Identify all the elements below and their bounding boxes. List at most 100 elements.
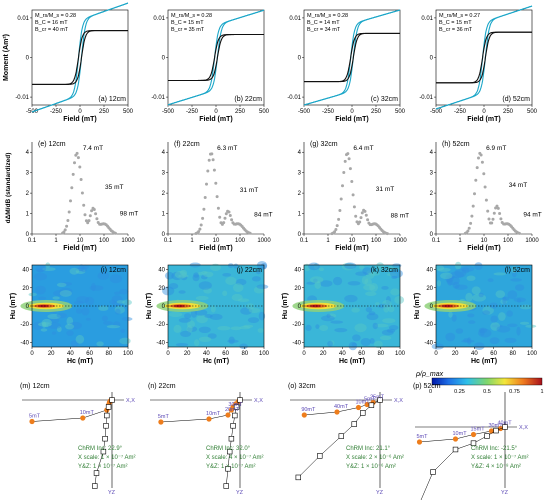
zijderveld-panel-m: X,X YZ 5mT 10mT (m) 12cm ChRM Inc: 22.9° X sca…: [20, 383, 136, 496]
forc-texture: [111, 295, 123, 303]
forc-texture: [168, 311, 183, 318]
forc-texture: [49, 317, 60, 324]
y-tick-label: 0: [430, 304, 434, 310]
data-point: [73, 161, 76, 165]
forc-texture: [258, 311, 266, 321]
x-tick-label: 250: [371, 109, 382, 115]
forc-texture: [369, 283, 378, 292]
data-point: [366, 218, 370, 222]
peak-label: 94 mT: [523, 212, 541, 219]
forc-texture: [487, 278, 494, 283]
forc-texture: [198, 336, 212, 342]
hysteresis-curve-black: [436, 31, 532, 84]
peak-label: 35 mT: [105, 184, 123, 191]
step-label: 30mT: [489, 423, 504, 429]
forc-texture: [321, 315, 335, 322]
x-axis-label: Field (mT): [199, 245, 232, 252]
x-tick-label: 1000: [525, 238, 539, 244]
forc-texture: [194, 339, 200, 347]
forc-texture: [201, 270, 208, 274]
ratio-label: M_rs/M_s = 0.28: [307, 13, 348, 19]
hysteresis-curve-black: [168, 33, 264, 82]
hysteresis-curve-black: [304, 32, 400, 83]
horizontal-projection-point: [355, 404, 362, 411]
x-tick-label: 60: [86, 351, 93, 357]
forc-texture: [192, 274, 200, 282]
forc-texture: [164, 271, 174, 280]
forc-texture: [56, 326, 62, 333]
y-tick-label: -0.01: [287, 95, 301, 101]
peak-label: 84 mT: [254, 212, 272, 219]
y-tick-label: -0.01: [15, 95, 29, 101]
data-point: [95, 217, 99, 221]
forc-texture: [355, 271, 368, 276]
forc-texture: [209, 313, 223, 320]
x-tick-label: 1000: [257, 238, 271, 244]
data-point: [334, 228, 338, 231]
panel-label: (a) 12cm: [98, 96, 126, 103]
data-point: [69, 199, 72, 203]
forc-texture: [347, 281, 361, 286]
vertical-projection-point: [360, 410, 366, 416]
data-point: [467, 226, 471, 230]
forc-texture: [251, 276, 261, 282]
forc-texture: [66, 316, 74, 326]
axis-end-label: X,X: [254, 398, 263, 404]
step-label: 40mT: [498, 421, 513, 427]
axis-end-label: X,X: [394, 398, 403, 404]
data-point: [517, 231, 521, 235]
forc-texture: [120, 328, 126, 333]
panel-label: (j) 22cm: [237, 267, 262, 274]
y-tick-label: 3: [162, 171, 166, 177]
x-tick-label: 100: [527, 351, 538, 357]
forc-texture: [253, 286, 265, 294]
forc-texture: [375, 302, 380, 306]
data-point: [363, 209, 367, 213]
x-axis-label: Field (mT): [63, 116, 96, 123]
forc-texture: [91, 282, 96, 292]
x-tick-label: 0: [434, 351, 438, 357]
data-point: [224, 212, 228, 216]
forc-texture: [482, 310, 491, 315]
forc-texture: [310, 276, 324, 284]
y-tick-label: -20: [424, 322, 433, 328]
forc-texture: [114, 305, 126, 314]
forc-texture: [171, 271, 183, 281]
data-point: [207, 158, 211, 162]
forc-texture: [75, 267, 84, 271]
x-axis-label: Field (mT): [199, 116, 232, 123]
forc-texture: [319, 325, 329, 331]
forc-texture: [173, 324, 182, 333]
x-axis-label: Field (mT): [335, 116, 368, 123]
y-tick-label: 0: [298, 56, 302, 62]
horizontal-projection-line: [31, 399, 113, 422]
axis-end-label: YZ: [108, 490, 116, 496]
forc-texture: [174, 270, 187, 279]
y-tick-label: 40: [158, 268, 165, 274]
forc-texture: [489, 337, 500, 345]
forc-texture: [75, 268, 86, 275]
forc-texture: [246, 303, 255, 310]
data-point: [351, 193, 355, 197]
data-point: [495, 204, 499, 208]
data-point: [474, 178, 478, 182]
forc-texture: [69, 267, 80, 275]
vertical-projection-point: [109, 397, 115, 403]
vertical-projection-point: [338, 433, 344, 439]
data-point: [71, 172, 75, 176]
forc-texture: [233, 283, 244, 292]
forc-texture: [333, 276, 343, 286]
x-tick-label: -500: [430, 109, 443, 115]
forc-texture: [467, 337, 472, 345]
forc-texture: [239, 343, 248, 350]
forc-panel-k: 0 20 40 60 80 100 40 20 0 -20 -40 (k) 32cm Hc (mT) Hu…: [282, 262, 406, 365]
panel-label: (c) 32cm: [371, 96, 398, 103]
y-axis-label: dΔM/dB (standardized): [5, 153, 12, 224]
data-point: [94, 212, 98, 216]
forc-texture: [344, 262, 357, 270]
data-point: [88, 214, 92, 218]
forc-texture: [178, 290, 186, 294]
forc-texture: [198, 326, 211, 333]
hysteresis-curve-black: [168, 33, 264, 82]
data-point: [70, 186, 74, 190]
